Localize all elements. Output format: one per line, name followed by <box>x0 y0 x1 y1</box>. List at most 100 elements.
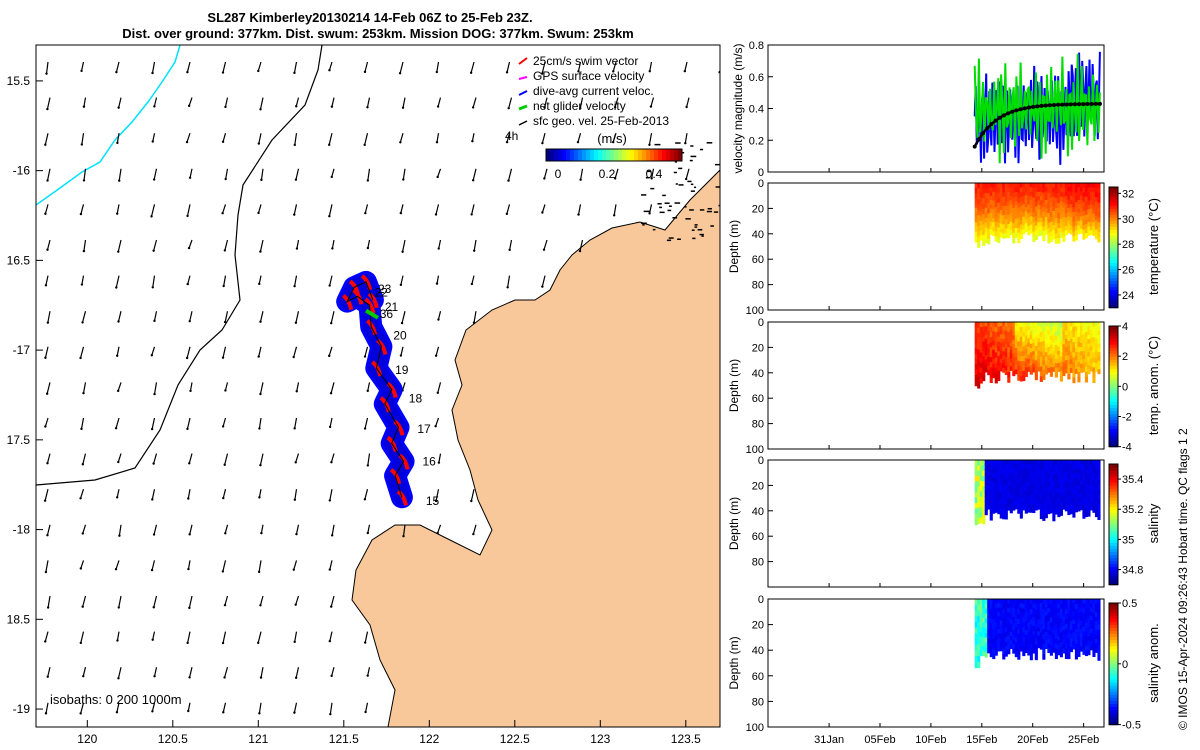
temp-anomaly-cell <box>1014 343 1018 349</box>
temperature-cell <box>1017 197 1021 204</box>
salinity-anomaly-colorbar-cell <box>1109 694 1118 698</box>
salinity-anomaly-cell <box>1097 624 1101 631</box>
temperature-cell <box>1062 212 1066 218</box>
geo-arrow-head <box>543 177 546 180</box>
salinity-cell <box>1039 479 1043 485</box>
geo-arrow <box>222 489 227 499</box>
salinity-cell <box>1064 493 1068 499</box>
temperature-cell <box>984 212 988 219</box>
temp-anomaly-cell <box>1064 326 1068 332</box>
salinity-cell <box>1072 469 1076 475</box>
salinity-cell <box>1002 479 1006 486</box>
temp-anomaly-colorbar-cell <box>1109 362 1118 366</box>
salinity-cell <box>974 460 978 466</box>
salinity-anomaly-cell <box>1052 603 1056 609</box>
reef-mark <box>659 211 665 214</box>
geo-arrow <box>364 346 369 357</box>
temperature-cell <box>1077 208 1081 214</box>
geo-arrow <box>541 275 546 287</box>
geo-arrow <box>118 524 122 536</box>
temperature-cell <box>1019 201 1023 207</box>
salinity-anomaly-cell <box>982 627 986 633</box>
salinity-anomaly-cell <box>1077 637 1081 643</box>
salinity-anomaly-cell <box>1012 630 1016 636</box>
salinity-anomaly-cell <box>1032 621 1036 627</box>
salinity-cell <box>1022 480 1026 486</box>
salinity-anomaly-cell <box>1069 625 1073 631</box>
salinity-anomaly-cell <box>974 621 978 629</box>
salinity-anomaly-colorbar-cell <box>1109 627 1118 631</box>
salinity-cell <box>1044 498 1048 504</box>
temp-anomaly-cell <box>979 352 983 359</box>
temperature-cell <box>1007 223 1011 230</box>
salinity-cell <box>994 494 998 500</box>
salinity-anomaly-cell <box>1084 613 1089 619</box>
salinity-cell <box>1082 508 1086 514</box>
geo-arrow-head <box>188 319 191 323</box>
geo-arrow <box>367 738 370 746</box>
track-line <box>346 281 405 498</box>
geo-arrow <box>294 133 298 145</box>
temp-anomaly-cell <box>1034 360 1038 366</box>
temp-anomaly-cell <box>1032 342 1036 348</box>
salinity-cell <box>1069 460 1073 466</box>
temp-anomaly-cell <box>1027 363 1031 368</box>
temp-anomaly-colorbar-tick-label: 4 <box>1122 321 1128 333</box>
geo-arrow-head <box>82 179 86 182</box>
salinity-cell <box>1042 470 1046 476</box>
temp-anomaly-colorbar-cell <box>1109 416 1118 421</box>
temp-anomaly-cell <box>1084 322 1089 328</box>
salinity-anomaly-cell <box>1094 616 1099 622</box>
salinity-anomaly-cell <box>1009 603 1013 608</box>
geo-arrow <box>186 417 191 430</box>
geo-arrow <box>473 738 476 748</box>
geo-arrow <box>82 382 87 394</box>
geo-arrow <box>46 168 51 181</box>
salinity-anomaly-cell <box>1052 599 1056 605</box>
day-label: 21 <box>385 300 399 314</box>
temp-anomaly-cell <box>1097 326 1101 332</box>
temperature-cell <box>977 231 981 238</box>
temp-anomaly-cell <box>1074 360 1078 366</box>
salinity-anomaly-cell <box>997 629 1001 635</box>
salinity-anomaly-cell <box>992 608 996 615</box>
temp-anomaly-cell <box>997 370 1001 377</box>
salinity-cell <box>1089 472 1094 478</box>
temperature-cell <box>1047 187 1051 194</box>
salinity-anomaly-cell <box>987 621 991 627</box>
salinity-anomaly-colorbar-cell <box>1109 633 1118 638</box>
temp-anomaly-cell <box>1069 351 1073 357</box>
salinity-anomaly-cell <box>979 636 983 643</box>
temperature-cell <box>1089 187 1094 193</box>
reef-mark <box>662 194 666 197</box>
salinity-cell <box>1059 501 1063 507</box>
temp-anomaly-cell <box>1029 356 1033 362</box>
temperature-cell <box>1007 196 1011 202</box>
temp-anomaly-cell <box>1047 338 1051 344</box>
temperature-cell <box>1079 216 1083 222</box>
salinity-cell <box>1007 485 1011 490</box>
geo-arrow-head <box>472 532 475 536</box>
salinity-anomaly-cell <box>1012 599 1016 605</box>
salinity-cell <box>992 477 996 483</box>
date-tick-label: 15Feb <box>966 734 997 746</box>
temperature-cell <box>979 235 983 241</box>
temperature-cell <box>984 192 988 199</box>
salinity-anomaly-cell <box>984 618 988 624</box>
temperature-cell <box>1014 228 1018 234</box>
salinity-anomaly-cell <box>1084 603 1089 610</box>
salinity-cell <box>994 499 998 505</box>
temperature-cell <box>994 192 998 199</box>
salinity-cell <box>1082 479 1086 485</box>
temp-anomaly-cell <box>1019 331 1023 338</box>
temp-anomaly-cell <box>989 362 993 368</box>
geo-arrow <box>116 489 120 498</box>
temperature-cell <box>979 206 983 213</box>
salinity-cell <box>1069 504 1073 510</box>
temp-anomaly-cell <box>999 334 1003 339</box>
geo-arrow <box>116 702 120 713</box>
salinity-anomaly-cell <box>1054 633 1058 640</box>
salinity-cell <box>1009 486 1013 492</box>
temperature-cell <box>1074 206 1078 213</box>
